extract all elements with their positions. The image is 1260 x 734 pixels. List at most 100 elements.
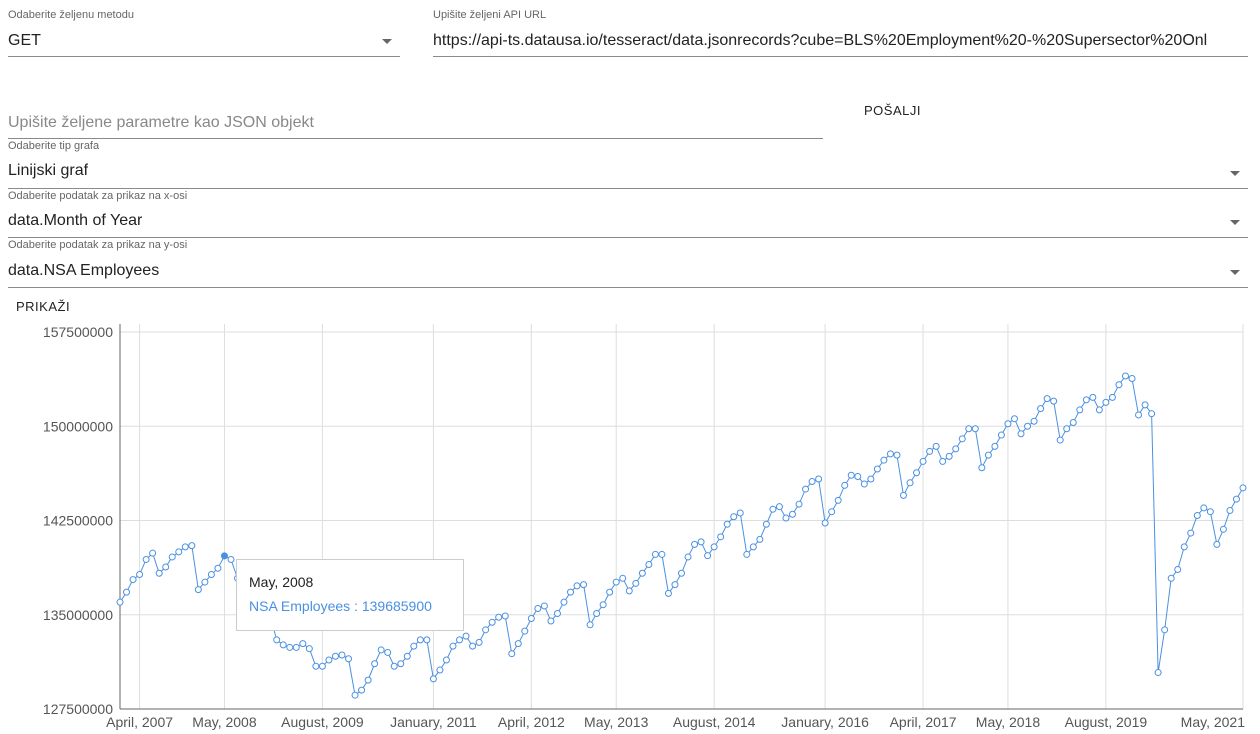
point bbox=[886, 450, 894, 458]
point bbox=[958, 435, 966, 443]
point bbox=[331, 652, 339, 660]
point bbox=[521, 627, 529, 635]
point bbox=[671, 581, 679, 589]
show-button[interactable]: PRIKAŽI bbox=[16, 299, 71, 314]
point bbox=[116, 598, 124, 606]
point bbox=[717, 533, 725, 541]
tooltip-title: May, 2008 bbox=[249, 574, 314, 590]
point bbox=[997, 431, 1005, 439]
point bbox=[390, 662, 398, 670]
point bbox=[1121, 372, 1129, 380]
dropdown-arrow bbox=[1230, 270, 1240, 275]
field-label: Odaberite tip grafa bbox=[8, 140, 100, 152]
x-tick-label: January, 2016 bbox=[781, 714, 869, 730]
point bbox=[841, 481, 849, 489]
point bbox=[410, 642, 418, 650]
y-tick-label: 150000000 bbox=[43, 418, 113, 434]
point bbox=[1082, 396, 1090, 404]
point bbox=[129, 576, 137, 584]
point bbox=[1108, 393, 1116, 401]
point bbox=[162, 563, 170, 571]
point bbox=[808, 478, 816, 486]
point bbox=[201, 578, 209, 586]
point bbox=[684, 553, 692, 561]
chart-type-select[interactable] bbox=[8, 154, 1248, 189]
point bbox=[1102, 398, 1110, 406]
send-button[interactable]: POŠALJI bbox=[864, 103, 921, 118]
point bbox=[371, 660, 379, 668]
point bbox=[1128, 374, 1136, 382]
tooltip-separator: : bbox=[350, 598, 362, 614]
dropdown-arrow bbox=[382, 39, 392, 44]
x-field-select[interactable] bbox=[8, 204, 1248, 238]
point bbox=[384, 648, 392, 656]
y-tick-label: 135000000 bbox=[43, 607, 113, 623]
point bbox=[664, 589, 672, 597]
point bbox=[580, 581, 588, 589]
point bbox=[547, 617, 555, 625]
point bbox=[227, 555, 235, 563]
y-field-select[interactable] bbox=[8, 253, 1248, 288]
point bbox=[658, 550, 666, 558]
point bbox=[893, 451, 901, 459]
url-input[interactable] bbox=[433, 26, 1248, 57]
point bbox=[899, 491, 907, 499]
point bbox=[1043, 395, 1051, 403]
point bbox=[1161, 626, 1169, 634]
point bbox=[181, 543, 189, 551]
point bbox=[821, 519, 829, 527]
tooltip-value: NSA Employees : 139685900 bbox=[249, 598, 451, 614]
point bbox=[299, 640, 307, 648]
method-select[interactable] bbox=[8, 26, 400, 57]
point bbox=[1135, 411, 1143, 419]
point bbox=[416, 636, 424, 644]
point bbox=[599, 601, 607, 609]
point bbox=[469, 642, 477, 650]
point bbox=[860, 480, 868, 488]
point bbox=[749, 543, 757, 551]
point bbox=[802, 485, 810, 493]
point bbox=[397, 660, 405, 668]
point bbox=[377, 646, 385, 654]
point bbox=[560, 598, 568, 606]
point bbox=[1037, 405, 1045, 413]
point bbox=[625, 587, 633, 595]
x-tick-label: May, 2021 bbox=[1181, 714, 1246, 730]
point bbox=[305, 645, 313, 653]
point bbox=[1154, 669, 1162, 677]
point bbox=[828, 508, 836, 516]
point bbox=[423, 636, 431, 644]
point bbox=[873, 465, 881, 473]
point bbox=[514, 640, 522, 648]
point bbox=[723, 520, 731, 528]
tooltip-number: 139685900 bbox=[361, 598, 432, 614]
point bbox=[782, 514, 790, 522]
point bbox=[1063, 425, 1071, 433]
point bbox=[1030, 417, 1038, 425]
point bbox=[952, 445, 960, 453]
point bbox=[1232, 495, 1240, 503]
point bbox=[880, 456, 888, 464]
point bbox=[207, 571, 215, 579]
point bbox=[932, 442, 940, 450]
point bbox=[913, 469, 921, 477]
point bbox=[188, 542, 196, 550]
point bbox=[214, 564, 222, 572]
field-value: Linijski graf bbox=[8, 162, 89, 179]
point bbox=[1004, 420, 1012, 428]
point bbox=[834, 496, 842, 504]
point bbox=[854, 473, 862, 481]
point bbox=[815, 475, 823, 483]
field-label: Odaberite podatak za prikaz na y-osi bbox=[8, 239, 188, 251]
params-input[interactable] bbox=[8, 108, 823, 139]
point bbox=[619, 574, 627, 582]
point bbox=[345, 655, 353, 663]
x-tick-label: August, 2019 bbox=[1065, 714, 1148, 730]
point bbox=[1056, 436, 1064, 444]
point bbox=[1010, 415, 1018, 423]
point bbox=[364, 676, 372, 684]
point bbox=[678, 569, 685, 577]
x-tick-label: May, 2008 bbox=[192, 714, 257, 730]
point bbox=[449, 642, 457, 650]
chart: 127500000 135000000 142500000 150000000 1575… bbox=[43, 324, 1247, 730]
